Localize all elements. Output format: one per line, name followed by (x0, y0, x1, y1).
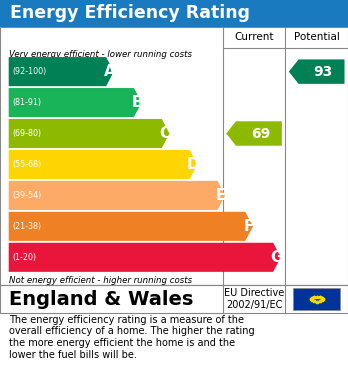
Text: (39-54): (39-54) (12, 191, 41, 200)
Text: D: D (187, 157, 199, 172)
Bar (0, 285, 348, 313)
Text: (92-100): (92-100) (12, 67, 46, 76)
Text: Energy Efficiency Rating: Energy Efficiency Rating (10, 4, 251, 22)
Text: A: A (104, 64, 116, 79)
Text: EU Directive
2002/91/EC: EU Directive 2002/91/EC (224, 288, 284, 310)
Text: (21-38): (21-38) (12, 222, 41, 231)
Text: 69: 69 (251, 127, 270, 140)
Bar (293, 289, 340, 310)
Text: G: G (270, 250, 283, 265)
Text: (55-68): (55-68) (12, 160, 41, 169)
Text: Current: Current (234, 32, 274, 42)
Polygon shape (9, 243, 281, 272)
Polygon shape (289, 59, 345, 84)
Polygon shape (9, 119, 169, 148)
Polygon shape (226, 121, 282, 146)
Polygon shape (9, 88, 142, 117)
Text: (69-80): (69-80) (12, 129, 41, 138)
Polygon shape (9, 181, 225, 210)
Polygon shape (9, 212, 253, 241)
Text: 93: 93 (313, 65, 333, 79)
Text: Very energy efficient - lower running costs: Very energy efficient - lower running co… (9, 50, 192, 59)
Bar (0, 0, 348, 27)
Text: E: E (216, 188, 226, 203)
Text: B: B (132, 95, 143, 110)
Text: C: C (160, 126, 171, 141)
Text: (81-91): (81-91) (12, 98, 41, 107)
Text: F: F (244, 219, 254, 234)
Text: (1-20): (1-20) (12, 253, 36, 262)
Text: Not energy efficient - higher running costs: Not energy efficient - higher running co… (9, 276, 192, 285)
Polygon shape (9, 57, 114, 86)
Polygon shape (9, 150, 197, 179)
Text: The energy efficiency rating is a measure of the
overall efficiency of a home. T: The energy efficiency rating is a measur… (9, 315, 254, 360)
Text: Potential: Potential (294, 32, 340, 42)
Bar (0, 27, 348, 285)
Text: England & Wales: England & Wales (9, 290, 193, 308)
